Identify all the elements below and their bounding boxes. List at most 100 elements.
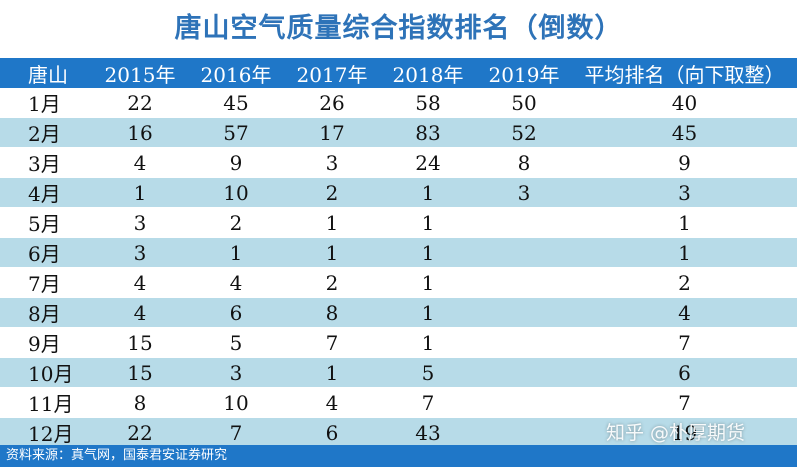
value-cell: 45	[188, 88, 284, 118]
table-row: 3月 4 9 3 24 8 9	[0, 147, 797, 178]
month-cell: 7月	[0, 267, 92, 298]
value-cell: 6	[572, 357, 797, 388]
value-cell: 1	[284, 237, 380, 268]
value-cell	[476, 417, 572, 448]
value-cell: 4	[92, 297, 188, 328]
month-cell: 11月	[0, 387, 92, 418]
value-cell: 15	[92, 327, 188, 358]
value-cell: 1	[572, 207, 797, 238]
value-cell: 10	[188, 387, 284, 418]
value-cell: 3	[572, 177, 797, 208]
value-cell: 6	[188, 297, 284, 328]
header-row: 唐山 2015年 2016年 2017年 2018年 2019年 平均排名（向下…	[0, 58, 797, 88]
value-cell: 50	[476, 88, 572, 118]
value-cell: 1	[380, 207, 476, 238]
month-cell: 4月	[0, 177, 92, 208]
value-cell: 52	[476, 117, 572, 148]
value-cell: 7	[284, 327, 380, 358]
value-cell: 40	[572, 88, 797, 118]
value-cell: 4	[572, 297, 797, 328]
value-cell: 8	[476, 147, 572, 178]
value-cell: 3	[476, 177, 572, 208]
month-cell: 5月	[0, 207, 92, 238]
value-cell: 26	[284, 88, 380, 118]
value-cell: 83	[380, 117, 476, 148]
value-cell	[476, 237, 572, 268]
column-header: 唐山	[28, 62, 68, 87]
value-cell: 22	[92, 417, 188, 448]
table-row: 9月 15 5 7 1 7	[0, 327, 797, 358]
ranking-table: 唐山 2015年 2016年 2017年 2018年 2019年 平均排名（向下…	[0, 58, 797, 448]
month-cell: 12月	[0, 417, 92, 448]
table-body: 1月 22 45 26 58 50 40 2月 16 57 17 83 52 45 3月 4 9 3 24 8 9 4月 1…	[0, 88, 797, 448]
table-row: 10月 15 3 1 5 6	[0, 357, 797, 388]
value-cell: 22	[92, 88, 188, 118]
watermark: 知乎 @朴厚期货	[606, 422, 746, 444]
column-header: 2017年	[296, 62, 368, 87]
value-cell: 4	[92, 267, 188, 298]
value-cell: 6	[284, 417, 380, 448]
column-header: 2016年	[200, 62, 272, 87]
value-cell: 4	[188, 267, 284, 298]
table-row: 6月 3 1 1 1 1	[0, 237, 797, 268]
value-cell	[476, 267, 572, 298]
value-cell: 8	[284, 297, 380, 328]
value-cell: 1	[380, 237, 476, 268]
value-cell: 1	[380, 327, 476, 358]
value-cell	[476, 327, 572, 358]
value-cell: 7	[380, 387, 476, 418]
value-cell: 7	[572, 327, 797, 358]
value-cell: 8	[92, 387, 188, 418]
value-cell	[476, 207, 572, 238]
value-cell: 24	[380, 147, 476, 178]
table-row: 1月 22 45 26 58 50 40	[0, 88, 797, 118]
month-cell: 2月	[0, 117, 92, 148]
value-cell: 9	[188, 147, 284, 178]
month-cell: 6月	[0, 237, 92, 268]
table-row: 2月 16 57 17 83 52 45	[0, 117, 797, 148]
table-row: 12月 22 7 6 43 19	[0, 417, 797, 448]
value-cell: 3	[188, 357, 284, 388]
value-cell	[476, 387, 572, 418]
value-cell: 16	[92, 117, 188, 148]
table-row: 5月 3 2 1 1 1	[0, 207, 797, 238]
value-cell: 1	[380, 267, 476, 298]
value-cell: 2	[284, 267, 380, 298]
value-cell: 5	[188, 327, 284, 358]
table-row: 8月 4 6 8 1 4	[0, 297, 797, 328]
value-cell: 2	[188, 207, 284, 238]
value-cell: 17	[284, 117, 380, 148]
value-cell: 4	[284, 387, 380, 418]
table-title: 唐山空气质量综合指数排名（倒数）	[0, 0, 797, 58]
value-cell: 3	[284, 147, 380, 178]
value-cell: 3	[92, 207, 188, 238]
table-row: 4月 1 10 2 1 3 3	[0, 177, 797, 208]
column-header: 平均排名（向下取整）	[584, 62, 785, 87]
source-note: 资料来源：真气网，国泰君安证券研究	[0, 445, 797, 467]
month-cell: 10月	[0, 357, 92, 388]
value-cell: 4	[92, 147, 188, 178]
month-cell: 3月	[0, 147, 92, 178]
month-cell: 8月	[0, 297, 92, 328]
month-cell: 9月	[0, 327, 92, 358]
value-cell: 1	[284, 207, 380, 238]
column-header: 2019年	[488, 62, 560, 87]
value-cell: 1	[572, 237, 797, 268]
value-cell: 58	[380, 88, 476, 118]
month-cell: 1月	[0, 88, 92, 118]
value-cell: 9	[572, 147, 797, 178]
value-cell: 19	[572, 417, 797, 448]
table-row: 7月 4 4 2 1 2	[0, 267, 797, 298]
column-header: 2015年	[104, 62, 176, 87]
value-cell: 1	[380, 177, 476, 208]
value-cell: 3	[92, 237, 188, 268]
value-cell: 10	[188, 177, 284, 208]
value-cell: 1	[92, 177, 188, 208]
column-header: 2018年	[392, 62, 464, 87]
value-cell: 45	[572, 117, 797, 148]
value-cell: 7	[572, 387, 797, 418]
value-cell: 2	[572, 267, 797, 298]
value-cell: 1	[284, 357, 380, 388]
value-cell	[476, 297, 572, 328]
